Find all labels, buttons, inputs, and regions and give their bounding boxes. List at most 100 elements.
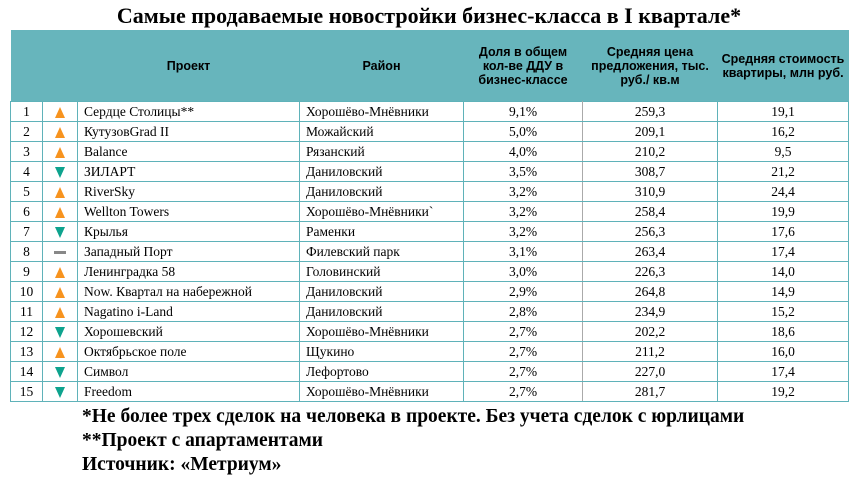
- share-cell: 2,8%: [463, 301, 583, 322]
- trend-cell: [42, 361, 78, 382]
- rank-cell: 13: [10, 341, 43, 362]
- district-cell: Рязанский: [299, 141, 464, 162]
- trend-cell: [42, 161, 78, 182]
- cost-cell: 16,2: [717, 121, 849, 142]
- table-row: 6 Wellton Towers Хорошёво-Мнёвники` 3,2% 258…: [10, 201, 849, 222]
- district-cell: Хорошёво-Мнёвники: [299, 321, 464, 342]
- price-cell: 202,2: [582, 321, 718, 342]
- trend-cell: [42, 121, 78, 142]
- table-row: 2 КутузовGrad II Можайский 5,0% 209,1 16,2: [10, 121, 849, 142]
- sales-table: Проект Район Доля в общем кол-ве ДДУ в б…: [10, 30, 849, 402]
- district-cell: Даниловский: [299, 301, 464, 322]
- project-cell: Символ: [77, 361, 300, 382]
- share-cell: 2,9%: [463, 281, 583, 302]
- table-row: 7 Крылья Раменки 3,2% 256,3 17,6: [10, 221, 849, 242]
- rank-cell: 10: [10, 281, 43, 302]
- share-cell: 4,0%: [463, 141, 583, 162]
- price-cell: 227,0: [582, 361, 718, 382]
- table-row: 3 Balance Рязанский 4,0% 210,2 9,5: [10, 141, 849, 162]
- project-cell: RiverSky: [77, 181, 300, 202]
- trend-cell: [42, 181, 78, 202]
- project-cell: Freedom: [77, 381, 300, 402]
- table-row: 13 Октябрьское поле Щукино 2,7% 211,2 16,0: [10, 341, 849, 362]
- table-row: 11 Nagatino i-Land Даниловский 2,8% 234,9 15,…: [10, 301, 849, 322]
- page-title: Самые продаваемые новостройки бизнес-кла…: [116, 3, 742, 28]
- share-cell: 3,0%: [463, 261, 583, 282]
- footnotes: *Не более трех сделок на человека в прое…: [82, 405, 744, 477]
- table-row: 5 RiverSky Даниловский 3,2% 310,9 24,4: [10, 181, 849, 202]
- share-cell: 2,7%: [463, 361, 583, 382]
- share-cell: 2,7%: [463, 341, 583, 362]
- project-cell: Nagatino i-Land: [77, 301, 300, 322]
- table-row: 4 ЗИЛАРТ Даниловский 3,5% 308,7 21,2: [10, 161, 849, 182]
- district-cell: Даниловский: [299, 281, 464, 302]
- trend-cell: [42, 381, 78, 402]
- cost-cell: 15,2: [717, 301, 849, 322]
- district-cell: Раменки: [299, 221, 464, 242]
- footnote-deals: *Не более трех сделок на человека в прое…: [82, 406, 745, 427]
- district-cell: Хорошёво-Мнёвники: [299, 101, 464, 122]
- share-cell: 3,1%: [463, 241, 583, 262]
- district-cell: Филевский парк: [299, 241, 464, 262]
- cost-cell: 21,2: [717, 161, 849, 182]
- table-row: 1 Сердце Столицы** Хорошёво-Мнёвники 9,1% 25…: [10, 101, 849, 122]
- trend-cell: [42, 201, 78, 222]
- share-cell: 9,1%: [463, 101, 583, 122]
- rank-cell: 11: [10, 301, 43, 322]
- triangle-up-icon: [55, 107, 65, 119]
- cost-cell: 17,4: [717, 361, 849, 382]
- table-row: 15 Freedom Хорошёво-Мнёвники 2,7% 281,7 19,2: [10, 381, 849, 402]
- project-cell: Wellton Towers: [77, 201, 300, 222]
- trend-cell: [42, 221, 78, 242]
- share-cell: 3,2%: [463, 221, 583, 242]
- table-row: 14 Символ Лефортово 2,7% 227,0 17,4: [10, 361, 849, 382]
- cost-cell: 19,9: [717, 201, 849, 222]
- share-cell: 2,7%: [463, 321, 583, 342]
- rank-cell: 9: [10, 261, 43, 282]
- trend-cell: [42, 241, 78, 262]
- district-cell: Даниловский: [299, 161, 464, 182]
- triangle-up-icon: [55, 347, 65, 359]
- triangle-up-icon: [55, 187, 65, 199]
- cost-cell: 19,2: [717, 381, 849, 402]
- district-cell: Можайский: [299, 121, 464, 142]
- cost-cell: 17,4: [717, 241, 849, 262]
- price-cell: 209,1: [582, 121, 718, 142]
- rank-cell: 8: [10, 241, 43, 262]
- header-share: Доля в общем кол-ве ДДУ в бизнес-классе: [463, 30, 583, 102]
- price-cell: 256,3: [582, 221, 718, 242]
- district-cell: Лефортово: [299, 361, 464, 382]
- project-cell: ЗИЛАРТ: [77, 161, 300, 182]
- table-row: 10 Now. Квартал на набережной Даниловский 2…: [10, 281, 849, 302]
- rank-cell: 1: [10, 101, 43, 122]
- footnote-source: Источник: «Метриум»: [82, 454, 282, 475]
- project-cell: КутузовGrad II: [77, 121, 300, 142]
- share-cell: 3,2%: [463, 181, 583, 202]
- rank-cell: 14: [10, 361, 43, 382]
- trend-cell: [42, 321, 78, 342]
- triangle-up-icon: [55, 307, 65, 319]
- dash-icon: [54, 251, 66, 255]
- price-cell: 259,3: [582, 101, 718, 122]
- rank-cell: 5: [10, 181, 43, 202]
- cost-cell: 18,6: [717, 321, 849, 342]
- triangle-down-icon: [55, 367, 65, 379]
- triangle-up-icon: [55, 147, 65, 159]
- table-row: 9 Ленинградка 58 Головинский 3,0% 226,3 14,0: [10, 261, 849, 282]
- rank-cell: 6: [10, 201, 43, 222]
- district-cell: Хорошёво-Мнёвники`: [299, 201, 464, 222]
- rank-cell: 3: [10, 141, 43, 162]
- project-cell: Октябрьское поле: [77, 341, 300, 362]
- trend-cell: [42, 341, 78, 362]
- district-cell: Даниловский: [299, 181, 464, 202]
- trend-cell: [42, 261, 78, 282]
- district-cell: Головинский: [299, 261, 464, 282]
- header-district: Район: [299, 30, 464, 102]
- header-cost: Средняя стоимость квартиры, млн руб.: [717, 30, 849, 102]
- header-rank: [10, 30, 43, 102]
- price-cell: 211,2: [582, 341, 718, 362]
- cost-cell: 24,4: [717, 181, 849, 202]
- price-cell: 210,2: [582, 141, 718, 162]
- cost-cell: 14,0: [717, 261, 849, 282]
- rank-cell: 12: [10, 321, 43, 342]
